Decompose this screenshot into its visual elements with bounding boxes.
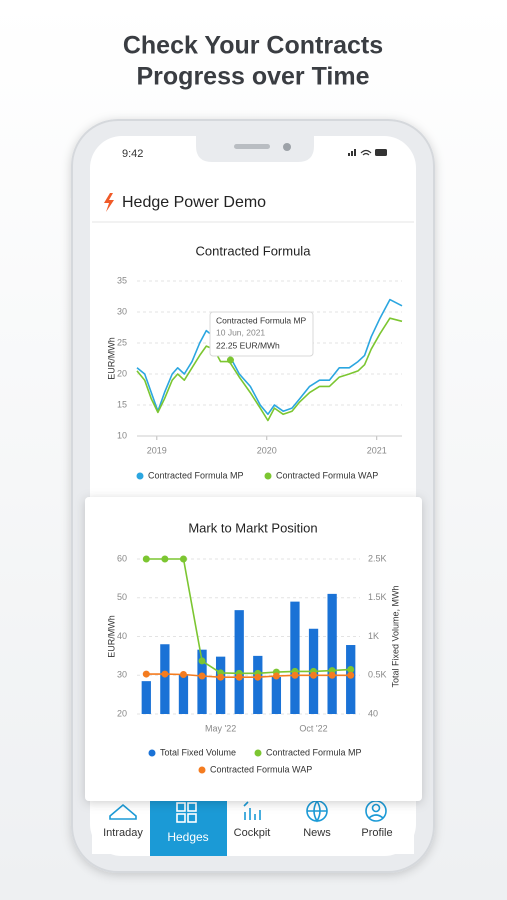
chart-title: Contracted Formula: [196, 243, 312, 258]
speaker: [234, 144, 270, 149]
chart-formula: Contracted Formula EUR/MWh 10 15 20 25 30 35 201…: [106, 243, 403, 480]
tooltip-point: [226, 356, 234, 364]
nav-label[interactable]: Hedges: [167, 830, 208, 844]
y-tick-label: 40: [117, 631, 127, 641]
point: [291, 671, 299, 679]
point: [254, 673, 262, 681]
legend-label: Contracted Formula WAP: [276, 470, 378, 480]
y-axis-label: EUR/MWh: [106, 615, 116, 658]
bar: [215, 656, 226, 714]
bar: [271, 676, 282, 714]
point: [272, 672, 280, 680]
bar: [178, 674, 189, 714]
point: [142, 670, 150, 678]
nav-label[interactable]: Profile: [361, 827, 392, 839]
y2-tick-label: 40: [368, 708, 378, 718]
y-tick-label: 15: [117, 399, 127, 409]
tooltip-title: Contracted Formula MP: [216, 315, 307, 325]
camera: [283, 143, 291, 151]
tooltip-date: 10 Jun, 2021: [216, 327, 265, 337]
y-tick-label: 60: [117, 553, 127, 563]
nav-label[interactable]: News: [303, 827, 331, 839]
y2-axis-label: Total Fixed Volume, MWh: [390, 585, 400, 687]
y-tick-label: 50: [117, 592, 127, 602]
point: [161, 670, 169, 678]
bar: [327, 593, 337, 714]
x-tick-label: 2021: [367, 445, 387, 455]
bar: [253, 655, 263, 714]
series-line: [136, 317, 403, 422]
y-tick-label: 35: [117, 275, 127, 285]
y-tick-label: 25: [117, 337, 127, 347]
bar: [290, 601, 300, 714]
point: [235, 673, 243, 681]
headline: Progress over Time: [137, 63, 370, 91]
point: [198, 657, 206, 665]
legend-label: Contracted Formula MP: [266, 747, 362, 757]
nav-bar: [92, 798, 414, 854]
bar: [234, 610, 244, 714]
chart-mtm: Mark to Markt Position EUR/MWh Total Fixed…: [106, 520, 400, 774]
tooltip-value: 22.25 EUR/MWh: [216, 340, 280, 350]
app-title: Hedge Power Demo: [122, 194, 266, 211]
point: [161, 555, 169, 563]
x-tick-label: 2020: [257, 445, 277, 455]
headline: Check Your Contracts: [123, 32, 383, 60]
legend-label: Contracted Formula MP: [148, 470, 244, 480]
y2-tick-label: 2.5K: [368, 553, 387, 563]
x-tick-label: May '22: [205, 723, 236, 733]
bar: [160, 644, 170, 714]
y2-tick-label: 0.5K: [368, 670, 387, 680]
point: [328, 671, 336, 679]
nav-icons: [109, 800, 387, 823]
point: [310, 671, 318, 679]
point: [217, 673, 225, 681]
bar: [141, 681, 151, 714]
chart-title: Mark to Markt Position: [188, 520, 317, 535]
legend-swatch: [198, 766, 206, 774]
point: [198, 672, 206, 680]
legend-swatch: [148, 749, 156, 757]
point: [347, 665, 355, 673]
point: [179, 670, 187, 678]
bar: [346, 645, 356, 714]
x-tick-label: 2019: [147, 445, 167, 455]
legend-swatch: [264, 472, 272, 480]
bar: [197, 649, 207, 714]
y-tick-label: 10: [117, 430, 127, 440]
x-tick-label: Oct '22: [299, 723, 327, 733]
app-bar: [90, 180, 416, 222]
y2-tick-label: 1.5K: [368, 592, 387, 602]
legend-label: Contracted Formula WAP: [210, 764, 312, 774]
legend-label: Total Fixed Volume: [160, 747, 236, 757]
point: [347, 671, 355, 679]
y-axis-label: EUR/MWh: [106, 337, 116, 380]
status-time: 9:42: [122, 148, 143, 160]
card-mtm: [85, 497, 422, 801]
point: [179, 555, 187, 563]
legend-swatch: [136, 472, 144, 480]
y-tick-label: 30: [117, 306, 127, 316]
series-line: [136, 298, 403, 416]
y2-tick-label: 1K: [368, 631, 379, 641]
point: [142, 555, 150, 563]
y-tick-label: 20: [117, 708, 127, 718]
nav-label[interactable]: Cockpit: [234, 827, 271, 839]
y-tick-label: 20: [117, 368, 127, 378]
nav-label[interactable]: Intraday: [103, 827, 143, 839]
y-tick-label: 30: [117, 670, 127, 680]
tooltip-box: [209, 311, 314, 357]
app-logo: [104, 193, 114, 212]
status-icons: [348, 149, 387, 156]
legend-swatch: [254, 749, 262, 757]
